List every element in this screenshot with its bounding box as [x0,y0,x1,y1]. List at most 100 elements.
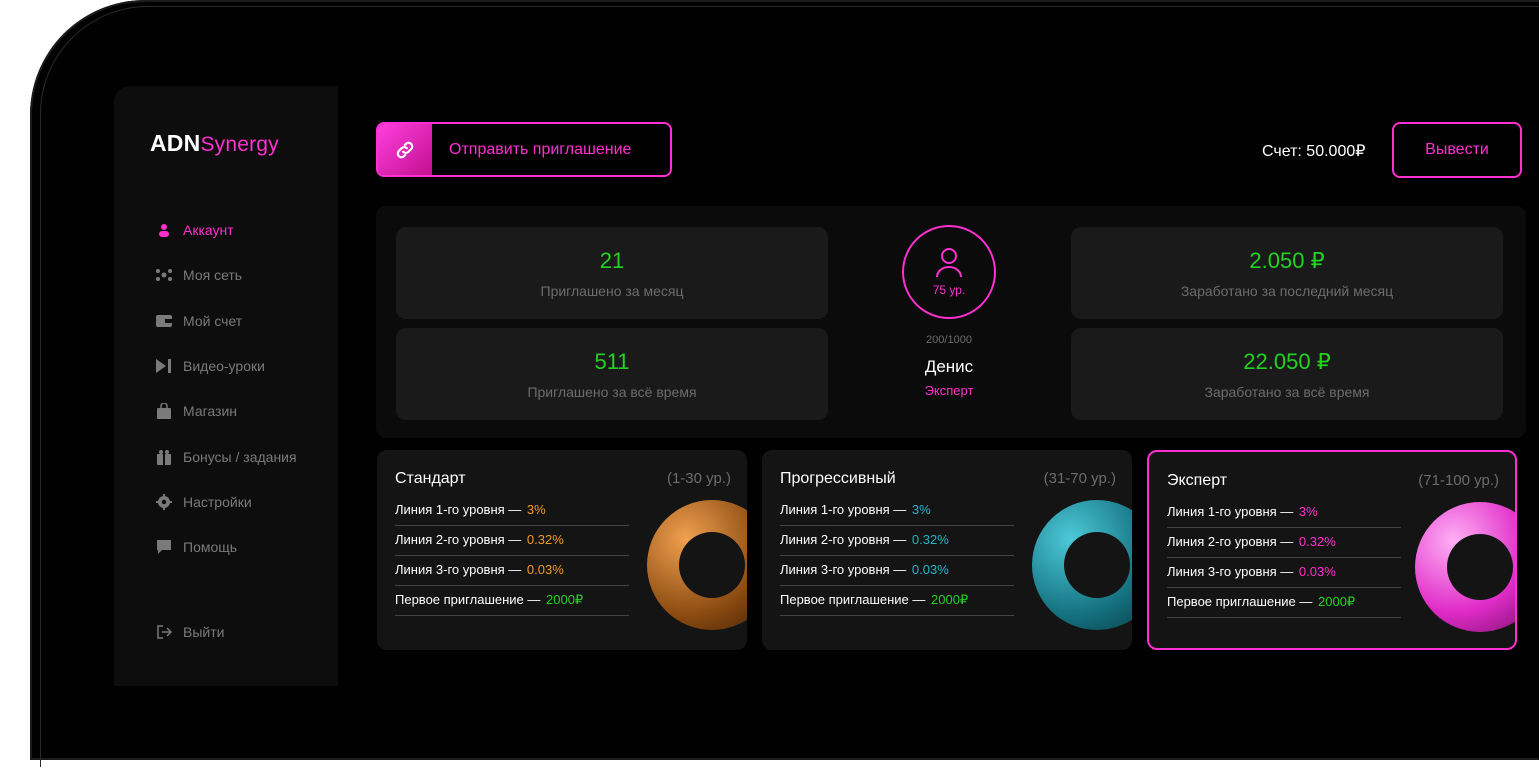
withdraw-button[interactable]: Вывести [1392,122,1522,178]
plan-ring-image [647,500,747,630]
plan-row: Линия 3-го уровня — 0.03% [1167,564,1401,588]
sidebar-item-bonuses[interactable]: Бонусы / задания [155,447,297,467]
plan-range: (71-100 ур.) [1418,472,1499,489]
plan-row: Линия 2-го уровня — 0.32% [780,532,1014,556]
network-icon [155,268,173,282]
plan-row: Линия 2-го уровня — 0.32% [1167,534,1401,558]
level-progress: 200/1000 [926,334,972,346]
plan-card-progressive[interactable]: Прогрессивный (31-70 ур.) Линия 1-го уро… [762,450,1132,650]
plan-row: Линия 3-го уровня — 0.03% [395,562,629,586]
stat-label: Заработано за последний месяц [1180,282,1394,299]
video-icon [155,359,173,373]
sidebar-item-video[interactable]: Видео-уроки [155,356,265,376]
sidebar-item-label: Магазин [183,403,238,419]
gear-icon [155,494,173,510]
wallet-icon [155,314,173,328]
plan-ring-image [1032,500,1132,630]
stat-invited-month: 21 Приглашено за месяц [396,227,828,319]
plan-row-value: 0.32% [526,532,564,547]
plan-row-label: Линия 2-го уровня — [395,532,525,547]
plan-row-value: 0.03% [1298,564,1336,579]
stat-earned-month: 2.050 ₽ Заработано за последний месяц [1071,227,1503,319]
sidebar-item-label: Бонусы / задания [183,449,297,465]
stat-earned-total: 22.050 ₽ Заработано за всё время [1071,328,1503,420]
brand-logo-part1: ADN [150,130,201,156]
bag-icon [155,403,173,419]
sidebar-item-settings[interactable]: Настройки [155,492,252,512]
user-rank: Эксперт [924,383,974,398]
plan-row-label: Первое приглашение — [395,592,544,607]
logout-icon [155,624,173,640]
stat-value: 511 [594,348,630,374]
sidebar-item-label: Моя сеть [183,267,243,283]
plan-row-label: Первое приглашение — [780,592,929,607]
plan-row-value: 3% [1298,504,1318,519]
plan-row-value: 2000₽ [931,592,969,607]
send-invite-button[interactable]: Отправить приглашение [376,122,672,177]
plan-card-standard[interactable]: Стандарт (1-30 ур.) Линия 1-го уровня — … [377,450,747,650]
plan-row-label: Линия 2-го уровня — [1167,534,1297,549]
user-level: 75 ур. [932,283,966,297]
avatar[interactable]: 75 ур. [902,225,996,319]
plan-row-label: Линия 1-го уровня — [1167,504,1297,519]
profile-user-icon [936,248,962,278]
plan-row: Линия 1-го уровня — 3% [1167,504,1401,528]
invite-icon-box [378,124,432,175]
link-icon [396,141,413,158]
stat-label: Приглашено за месяц [540,282,684,299]
plan-range: (1-30 ур.) [666,470,731,487]
sidebar-item-wallet[interactable]: Мой счет [155,311,242,331]
stat-label: Заработано за всё время [1204,383,1370,400]
plan-row-value: 2000₽ [546,592,584,607]
stat-label: Приглашено за всё время [527,383,697,400]
brand-logo[interactable]: ADNSynergy [150,130,279,157]
sidebar-item-label: Мой счет [183,313,243,329]
plan-row-label: Линия 3-го уровня — [395,562,525,577]
plan-row-value: 0.03% [911,562,949,577]
plan-row-value: 3% [911,502,931,517]
plan-name: Прогрессивный [780,470,896,487]
brand-logo-part2: Synergy [200,133,279,156]
send-invite-label: Отправить приглашение [449,140,632,158]
stat-invited-total: 511 Приглашено за всё время [396,328,828,420]
plan-row-label: Линия 3-го уровня — [1167,564,1297,579]
stat-value: 21 [599,247,625,273]
sidebar-item-label: Настройки [183,494,252,510]
plan-row-value: 0.32% [911,532,949,547]
plan-row-value: 3% [526,502,546,517]
logout-button[interactable]: Выйти [155,622,224,642]
plan-row-label: Линия 1-го уровня — [780,502,910,517]
plan-row-label: Линия 2-го уровня — [780,532,910,547]
plan-range: (31-70 ур.) [1043,470,1116,487]
stat-value: 2.050 ₽ [1249,247,1325,273]
plan-ring-image [1415,502,1515,632]
plan-row: Линия 1-го уровня — 3% [780,502,1014,526]
plan-row-value: 0.03% [526,562,564,577]
sidebar [114,86,338,686]
plan-row: Линия 1-го уровня — 3% [395,502,629,526]
plan-row-label: Линия 3-го уровня — [780,562,910,577]
plan-row: Первое приглашение — 2000₽ [780,592,1014,616]
user-icon [155,223,173,237]
plan-row-value: 2000₽ [1318,594,1356,609]
user-name: Денис [924,357,974,376]
sidebar-item-label: Видео-уроки [183,358,265,374]
plan-row: Первое приглашение — 2000₽ [395,592,629,616]
plan-card-expert[interactable]: Эксперт (71-100 ур.) Линия 1-го уровня —… [1147,450,1517,650]
plan-row-label: Линия 1-го уровня — [395,502,525,517]
plan-row-label: Первое приглашение — [1167,594,1316,609]
stat-value: 22.050 ₽ [1243,348,1331,374]
plan-row: Первое приглашение — 2000₽ [1167,594,1401,618]
sidebar-item-label: Помощь [183,539,238,555]
plan-row: Линия 2-го уровня — 0.32% [395,532,629,556]
sidebar-item-account[interactable]: Аккаунт [155,220,234,240]
sidebar-item-label: Аккаунт [183,222,234,238]
plan-name: Эксперт [1167,472,1228,489]
sidebar-item-network[interactable]: Моя сеть [155,265,242,285]
plan-row: Линия 3-го уровня — 0.03% [780,562,1014,586]
chat-icon [155,539,173,555]
sidebar-item-help[interactable]: Помощь [155,537,237,557]
gift-icon [155,449,173,465]
plan-name: Стандарт [395,470,466,487]
sidebar-item-shop[interactable]: Магазин [155,401,237,421]
